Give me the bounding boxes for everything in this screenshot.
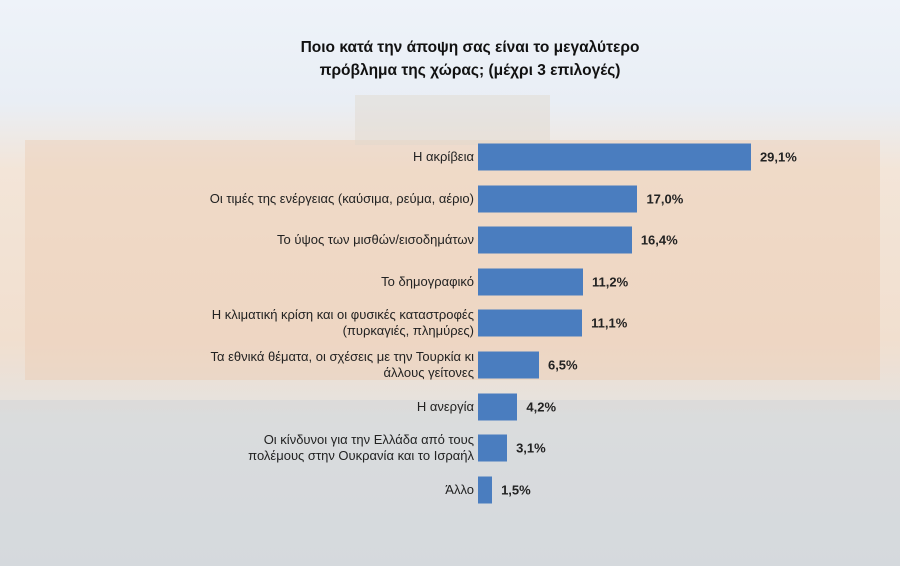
- value-label: 6,5%: [547, 357, 578, 373]
- bar: [478, 309, 583, 337]
- bar: [478, 268, 584, 296]
- value-label: 16,4%: [640, 232, 678, 248]
- category-label: Η ακρίβεια: [413, 149, 474, 164]
- category-label: Η κλιματική κρίση και οι φυσικές καταστρ…: [211, 307, 474, 339]
- background-square: [0, 400, 900, 566]
- value-label: 29,1%: [759, 149, 797, 165]
- value-label: 4,2%: [526, 399, 557, 415]
- value-label: 1,5%: [501, 482, 531, 498]
- bar: [478, 393, 518, 421]
- bar: [478, 434, 508, 462]
- bar: [478, 143, 751, 171]
- category-label: Τα εθνικά θέματα, οι σχέσεις με την Τουρ…: [210, 349, 475, 380]
- bar: [478, 185, 638, 213]
- category-label: Άλλο: [445, 481, 474, 497]
- background-pediment: [355, 95, 550, 145]
- background-building: [25, 140, 880, 380]
- category-label: Η ανεργία: [416, 398, 474, 414]
- chart-title: Ποιο κατά την άποψη σας είναι το μεγαλύτ…: [300, 39, 640, 79]
- category-label: Οι τιμές της ενέργειας (καύσιμα, ρεύμα, …: [209, 190, 474, 206]
- value-label: 11,1%: [591, 315, 628, 331]
- value-label: 3,1%: [516, 440, 546, 456]
- value-label: 17,0%: [646, 191, 684, 207]
- category-label: Οι κίνδυνοι για την Ελλάδα από τους πολέ…: [248, 432, 474, 464]
- bar: [478, 476, 493, 504]
- bar: [478, 351, 539, 379]
- category-label: Το δημογραφικό: [381, 273, 474, 289]
- category-label: Το ύψος των μισθών/εισοδημάτων: [277, 232, 474, 248]
- bar: [478, 226, 632, 254]
- value-label: 11,2%: [592, 274, 629, 290]
